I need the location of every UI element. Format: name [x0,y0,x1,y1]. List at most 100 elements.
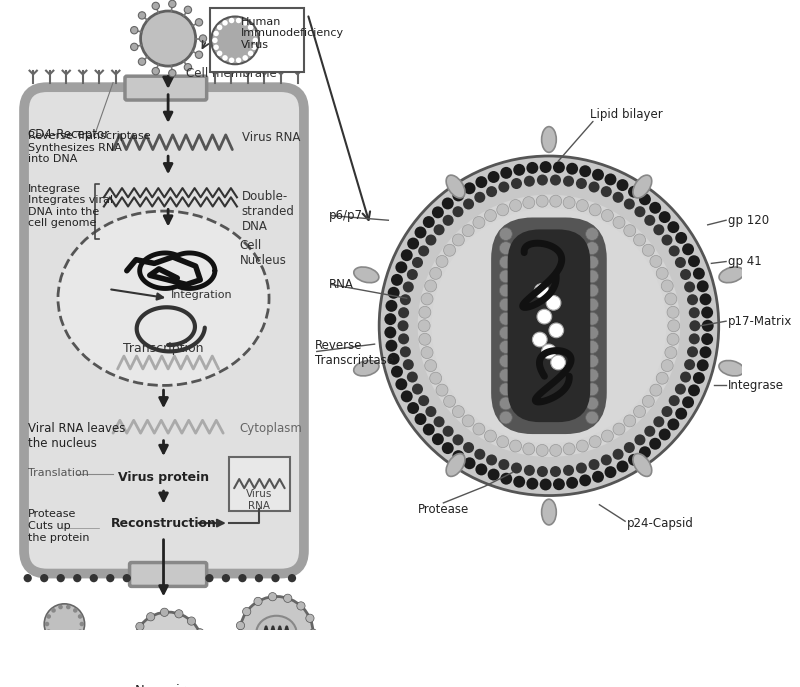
Circle shape [236,637,245,645]
Circle shape [64,663,69,668]
Text: gp 41: gp 41 [728,255,762,268]
Circle shape [187,668,195,677]
Circle shape [169,69,176,77]
Text: Reconstruction: Reconstruction [110,517,217,530]
FancyBboxPatch shape [210,8,304,73]
Circle shape [199,643,207,651]
Circle shape [434,416,445,427]
Circle shape [271,574,280,583]
Circle shape [426,406,437,417]
Text: p6/p7: p6/p7 [329,209,362,222]
Circle shape [689,333,700,344]
Circle shape [511,462,522,473]
Circle shape [601,186,612,197]
Circle shape [589,436,601,448]
Circle shape [680,269,691,280]
Circle shape [586,298,598,311]
Circle shape [174,676,183,684]
Circle shape [222,55,228,60]
Circle shape [669,245,680,256]
FancyBboxPatch shape [491,218,606,434]
Circle shape [46,629,51,634]
Circle shape [160,608,169,616]
Circle shape [442,426,454,437]
Circle shape [592,471,604,483]
Circle shape [662,406,673,417]
Text: Virus protein: Virus protein [118,471,209,484]
Circle shape [510,199,522,212]
Circle shape [79,622,84,627]
Circle shape [430,372,442,384]
Circle shape [64,650,69,655]
Circle shape [522,196,534,209]
Ellipse shape [542,499,556,525]
Circle shape [576,178,587,189]
Circle shape [586,256,598,269]
Circle shape [46,646,51,650]
Circle shape [462,225,474,236]
Circle shape [453,206,463,217]
Text: CD4-Receptor: CD4-Receptor [28,128,110,142]
Ellipse shape [446,453,465,476]
Circle shape [499,298,512,311]
Circle shape [401,249,413,261]
Circle shape [639,447,651,458]
Circle shape [499,242,512,255]
Circle shape [426,234,437,245]
Circle shape [464,182,475,194]
Text: p24-Capsid: p24-Capsid [627,517,694,530]
Circle shape [391,274,403,286]
Circle shape [254,597,262,605]
Circle shape [665,293,677,305]
Circle shape [586,383,598,396]
Circle shape [488,171,499,183]
Circle shape [418,245,429,256]
Circle shape [248,25,254,30]
Circle shape [486,186,497,197]
Circle shape [546,295,561,310]
Text: Transcription: Transcription [123,342,204,355]
Circle shape [613,216,625,229]
Circle shape [206,574,214,583]
Text: Integration: Integration [171,291,233,300]
Circle shape [395,261,407,273]
Circle shape [432,206,444,218]
Circle shape [511,178,522,189]
Circle shape [675,232,687,244]
Circle shape [419,306,431,318]
Circle shape [229,18,234,23]
Circle shape [146,613,155,621]
Circle shape [229,58,234,63]
Circle shape [242,20,248,25]
Circle shape [485,430,497,442]
Circle shape [534,284,549,298]
Circle shape [537,174,548,185]
Circle shape [419,333,431,346]
Circle shape [45,622,50,627]
Circle shape [553,478,565,491]
Circle shape [195,51,202,58]
Circle shape [212,38,218,43]
Circle shape [662,280,673,292]
Circle shape [665,347,677,359]
Circle shape [658,211,670,223]
Circle shape [499,354,512,368]
Circle shape [138,58,146,65]
Circle shape [242,607,251,616]
Circle shape [463,199,474,210]
Circle shape [436,384,448,396]
Circle shape [701,333,713,345]
Circle shape [499,341,512,353]
Circle shape [682,396,694,408]
Circle shape [418,395,429,406]
Circle shape [187,617,195,625]
Circle shape [57,574,65,583]
Text: Cytoplasm: Cytoplasm [240,422,302,435]
Circle shape [309,629,318,638]
Text: RNA: RNA [329,278,354,291]
Circle shape [650,256,662,267]
Circle shape [693,372,705,384]
Circle shape [690,320,700,331]
Circle shape [78,629,82,634]
Circle shape [386,339,398,352]
